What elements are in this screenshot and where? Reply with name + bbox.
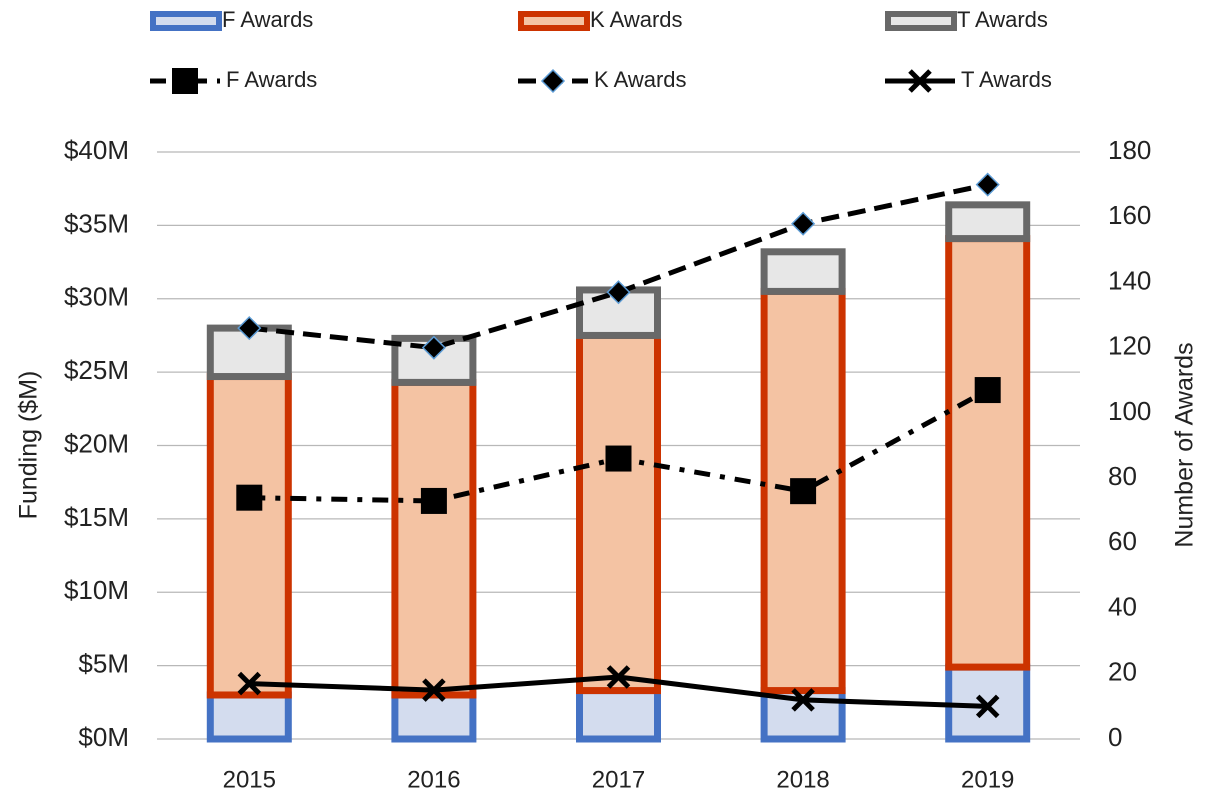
marker <box>974 377 1001 404</box>
marker <box>237 316 262 341</box>
bar-segment <box>945 235 1031 671</box>
y2-tick-label: 140 <box>1108 265 1151 295</box>
y2-tick-label: 60 <box>1108 526 1137 556</box>
marker <box>606 280 631 305</box>
bar-segment <box>206 373 292 699</box>
legend-swatch <box>885 11 957 31</box>
y-tick-label: $30M <box>64 282 129 312</box>
marker <box>791 211 816 236</box>
y2-tick-label: 0 <box>1108 722 1122 752</box>
marker <box>237 671 262 696</box>
legend-label: K Awards <box>594 67 687 92</box>
y-tick-label: $35M <box>64 208 129 238</box>
legend-label: F Awards <box>226 67 317 92</box>
x-tick-label: 2017 <box>592 766 645 793</box>
marker <box>421 335 446 360</box>
marker <box>975 694 1000 719</box>
legend-label: F Awards <box>222 7 313 32</box>
y-tick-label: $10M <box>64 575 129 605</box>
bar-segment <box>576 687 661 743</box>
marker <box>422 678 446 702</box>
marker <box>236 484 263 511</box>
legend-marker <box>540 68 566 94</box>
x-tick-label: 2015 <box>223 766 276 793</box>
x-tick-label: 2019 <box>961 766 1014 793</box>
y2-tick-label: 20 <box>1108 657 1137 687</box>
y-tick-label: $40M <box>64 135 129 165</box>
y2-tick-label: 160 <box>1108 200 1151 230</box>
marker <box>790 478 817 505</box>
x-tick-label: 2016 <box>407 766 460 793</box>
x-tick-label: 2018 <box>776 766 829 793</box>
bar-segment <box>576 331 661 695</box>
legend-label: T Awards <box>957 7 1048 32</box>
legend-label: T Awards <box>961 67 1052 92</box>
y2-tick-label: 80 <box>1108 461 1137 491</box>
y2-tick-label: 100 <box>1108 396 1151 426</box>
y2-tick-label: 180 <box>1108 135 1151 165</box>
y-tick-label: $5M <box>78 649 129 679</box>
bar-segment <box>391 691 477 743</box>
marker <box>420 487 447 514</box>
legend-marker <box>172 68 198 94</box>
legend-swatch <box>150 11 222 31</box>
y-tick-label: $20M <box>64 428 129 458</box>
marker <box>605 445 632 472</box>
y-tick-label: $0M <box>78 722 129 752</box>
marker <box>606 665 631 689</box>
y-tick-label: $25M <box>64 355 129 385</box>
y-axis-title: Funding ($M) <box>15 371 43 520</box>
y2-tick-label: 120 <box>1108 331 1151 361</box>
legend-marker <box>908 69 932 93</box>
y2-tick-label: 40 <box>1108 591 1137 621</box>
bar-segment <box>760 248 846 295</box>
marker <box>791 688 815 712</box>
legend-label: K Awards <box>590 7 683 32</box>
bar-segment <box>206 691 292 743</box>
legend-swatch <box>518 11 590 31</box>
marker <box>975 172 1000 197</box>
y-tick-label: $15M <box>64 502 129 532</box>
bar-segment <box>391 378 477 699</box>
y2-axis-title: Number of Awards <box>1171 342 1199 547</box>
bar-segment <box>945 201 1031 243</box>
